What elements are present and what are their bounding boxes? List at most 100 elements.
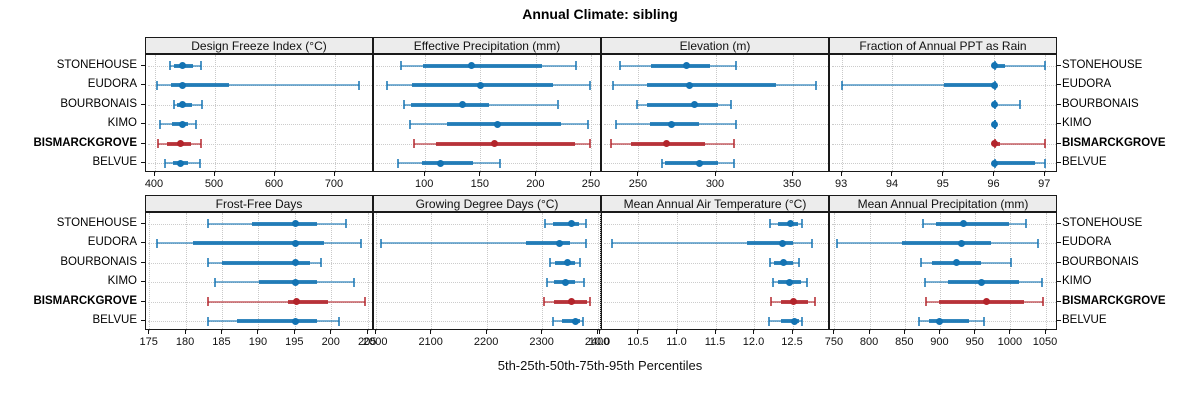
axis-tick-label: 94 — [885, 178, 899, 190]
whisker-cap-low — [772, 277, 774, 287]
gridline-horizontal — [604, 223, 828, 225]
median-dot — [437, 159, 445, 167]
gridline-horizontal — [148, 124, 372, 125]
whisker-cap-low — [768, 219, 771, 228]
axis-side-tick-left — [141, 142, 145, 144]
whisker-cap-low — [918, 316, 921, 326]
axis-side-tick-left — [141, 123, 145, 124]
axis-tick — [791, 172, 793, 176]
iqr-bar — [561, 319, 581, 323]
axis-side-tick-right — [1057, 162, 1061, 163]
gridline-vertical — [994, 55, 996, 173]
iqr-bar — [994, 63, 1005, 68]
iqr-bar — [193, 241, 325, 245]
whisker-cap-low — [549, 258, 552, 267]
median-dot — [178, 120, 186, 128]
gridline-vertical — [1044, 55, 1046, 173]
axis-side-tick-right — [1057, 123, 1061, 124]
whisker-cap-high — [588, 139, 591, 148]
axis-side-tick-left — [141, 162, 145, 163]
iqr-bar — [781, 319, 800, 323]
iqr-bar — [422, 63, 542, 68]
iqr-bar — [935, 221, 1010, 226]
median-dot — [177, 140, 185, 147]
panel-header-elevation-m: Elevation (m) — [601, 37, 829, 54]
site-label-left: KIMO — [107, 117, 137, 129]
percentile-whisker — [994, 64, 1046, 67]
panel-header-mean-annual-precipitation-mm: Mean Annual Precipitation (mm) — [829, 195, 1057, 212]
axis-tick — [903, 330, 905, 334]
axis-tick-label: 2300 — [529, 336, 554, 348]
axis-side-tick-right — [1057, 281, 1061, 282]
axis-tick-label: 97 — [1038, 178, 1051, 190]
axis-tick — [293, 330, 295, 334]
axis-side-tick-left — [141, 84, 145, 85]
iqr-bar — [994, 161, 1036, 165]
axis-tick-label: 200 — [526, 178, 545, 190]
whisker-cap-high — [814, 297, 817, 306]
iqr-bar — [237, 319, 318, 323]
axis-tick-label: 750 — [824, 336, 844, 348]
iqr-bar — [646, 102, 718, 107]
iqr-bar — [553, 221, 579, 226]
axis-tick — [833, 330, 835, 334]
site-label-right: EUDORA — [1062, 236, 1112, 248]
axis-tick-label: 180 — [175, 336, 195, 348]
median-dot — [563, 259, 571, 266]
axis-tick — [1044, 330, 1046, 334]
axis-tick — [791, 330, 793, 334]
axis-tick-label: 12.5 — [781, 336, 803, 348]
axis-side-tick-right — [1057, 261, 1061, 263]
gridline-horizontal — [604, 321, 828, 322]
whisker-cap-high — [798, 258, 801, 267]
axis-tick — [534, 172, 536, 176]
axis-side-tick-left — [141, 242, 145, 243]
axis-tick-label: 11.5 — [704, 336, 726, 348]
gridline-horizontal — [376, 321, 600, 322]
whisker-cap-low — [413, 139, 416, 148]
axis-side-tick-left — [141, 281, 145, 282]
percentile-whisker — [994, 142, 1046, 145]
axis-tick-label: 150 — [470, 178, 489, 190]
axis-side-tick-right — [1057, 103, 1061, 105]
axis-tick-label: 250 — [628, 178, 648, 190]
whisker-cap-low — [661, 158, 664, 168]
gridline-vertical — [638, 213, 640, 331]
site-label-left: BOURBONAIS — [60, 97, 137, 110]
gridline-vertical — [676, 213, 678, 331]
whisker-cap-low — [156, 80, 159, 90]
median-dot — [779, 259, 787, 266]
panel-plot-elevation-m — [601, 54, 829, 173]
site-label-left: BELVUE — [92, 156, 137, 168]
median-dot — [991, 81, 999, 89]
median-dot — [991, 101, 999, 108]
axis-tick-label: 175 — [139, 336, 158, 348]
median-dot — [991, 120, 999, 128]
whisker-cap-high — [1044, 61, 1047, 70]
gridline-vertical — [869, 213, 871, 331]
median-dot — [178, 62, 186, 69]
gridline-vertical — [154, 55, 156, 173]
iqr-bar — [410, 102, 489, 107]
site-label-left: BISMARCKGROVE — [33, 294, 137, 307]
site-label-right: KIMO — [1062, 275, 1092, 287]
median-dot — [176, 159, 184, 167]
gridline-vertical — [334, 55, 336, 173]
gridline-vertical — [274, 55, 276, 173]
median-dot — [291, 220, 299, 227]
axis-tick — [148, 330, 150, 334]
axis-tick-label: 12.0 — [742, 336, 765, 348]
axis-tick — [590, 172, 592, 176]
axis-side-tick-left — [141, 103, 145, 105]
whisker-cap-low — [551, 316, 554, 326]
whisker-cap-high — [199, 158, 201, 168]
whisker-cap-low — [206, 258, 209, 267]
gridline-horizontal — [148, 163, 372, 164]
whisker-cap-low — [206, 297, 209, 306]
gridline-vertical — [149, 213, 151, 331]
gridline-vertical — [939, 213, 941, 331]
site-label-left: KIMO — [107, 275, 137, 287]
panel-header-fraction-of-annual-ppt-as-rain: Fraction of Annual PPT as Rain — [829, 37, 1057, 54]
axis-side-tick-right — [1057, 142, 1061, 144]
